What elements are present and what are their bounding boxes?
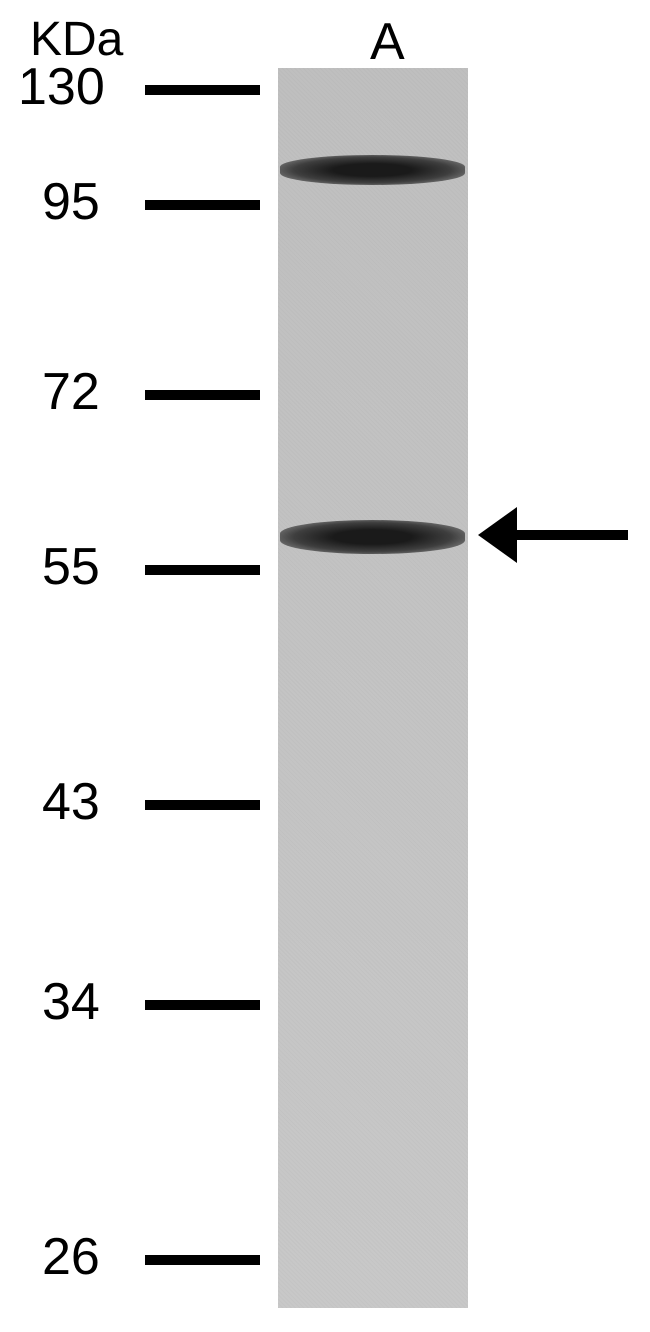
marker-label-55: 55 — [42, 537, 100, 597]
indicator-arrow-head — [478, 507, 517, 563]
marker-tick-72 — [145, 390, 260, 400]
marker-label-130: 130 — [18, 57, 105, 117]
marker-tick-43 — [145, 800, 260, 810]
gel-lane-a — [278, 68, 468, 1308]
marker-label-72: 72 — [42, 362, 100, 422]
marker-label-43: 43 — [42, 772, 100, 832]
marker-tick-95 — [145, 200, 260, 210]
indicator-arrow-shaft — [498, 530, 628, 540]
marker-label-95: 95 — [42, 172, 100, 232]
marker-label-34: 34 — [42, 972, 100, 1032]
marker-tick-130 — [145, 85, 260, 95]
lane-a-label: A — [370, 12, 405, 72]
protein-band-1 — [280, 520, 465, 554]
protein-band-0 — [280, 155, 465, 185]
marker-tick-55 — [145, 565, 260, 575]
marker-tick-34 — [145, 1000, 260, 1010]
marker-label-26: 26 — [42, 1227, 100, 1287]
western-blot-figure: KDa A 130957255433426 — [0, 0, 650, 1332]
marker-tick-26 — [145, 1255, 260, 1265]
